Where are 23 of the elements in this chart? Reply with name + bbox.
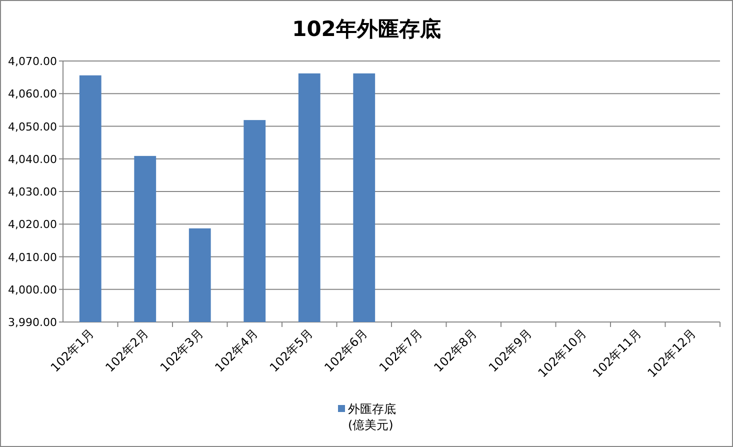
- x-tick-label: 102年3月: [158, 326, 206, 375]
- x-tick-label: 102年12月: [644, 326, 699, 380]
- y-tick-label: 3,990.00: [8, 316, 57, 329]
- y-tick-label: 4,020.00: [8, 218, 57, 232]
- y-tick-label: 4,030.00: [8, 186, 57, 198]
- x-tick-label: 102年11月: [590, 326, 644, 380]
- y-tick-label: 4,040.00: [8, 152, 57, 166]
- x-tick-label: 102年5月: [267, 326, 316, 375]
- x-tick-label: 102年6月: [322, 326, 370, 375]
- x-tick-label: 102年9月: [486, 326, 534, 375]
- x-tick-label: 102年10月: [535, 326, 590, 380]
- y-tick-label: 4,000.00: [8, 283, 57, 296]
- x-tick-label: 102年4月: [212, 326, 261, 375]
- chart-title: 102年外匯存底: [292, 17, 441, 41]
- x-tick-label: 102年7月: [376, 326, 425, 375]
- x-tick-label: 102年8月: [431, 326, 480, 375]
- y-tick-label: 4,070.00: [8, 55, 57, 68]
- legend-label: 外匯存底 (億美元): [348, 402, 396, 432]
- y-tick-label: 4,050.00: [8, 120, 57, 134]
- y-tick-label: 4,010.00: [8, 250, 57, 264]
- x-tick-label: 102年2月: [102, 326, 152, 375]
- y-tick-label: 4,060.00: [8, 88, 57, 101]
- x-tick-label: 102年1月: [48, 326, 96, 375]
